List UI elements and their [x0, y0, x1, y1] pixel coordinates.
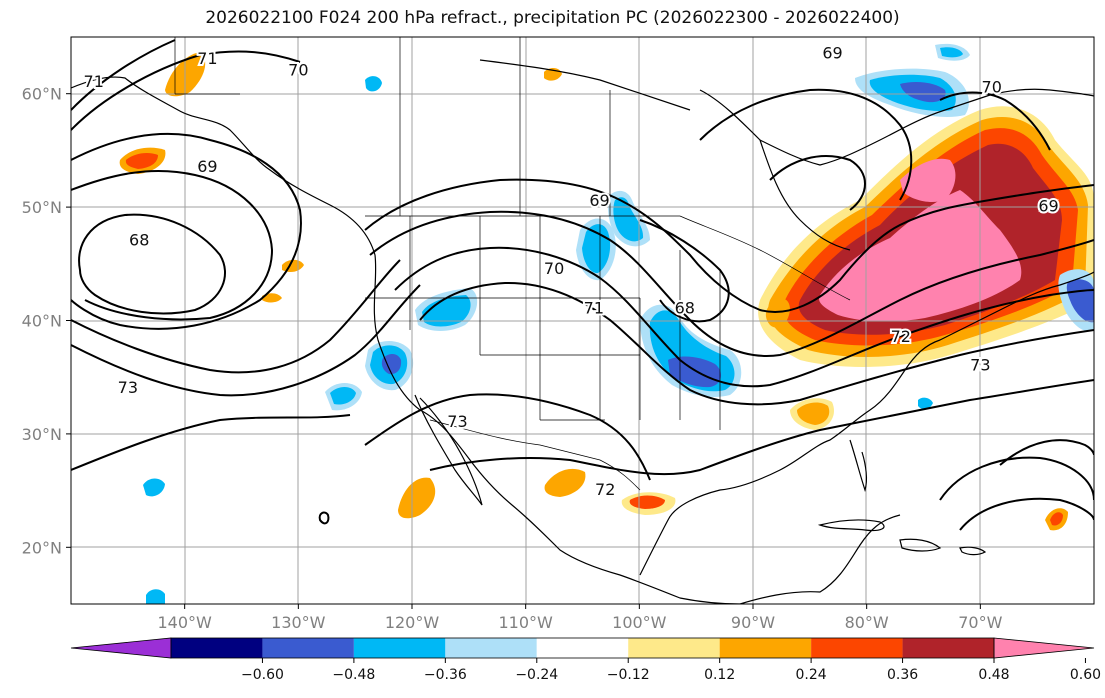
contour-label: 70 — [544, 259, 564, 278]
lon-tick-label: 140°W — [157, 613, 212, 632]
contour-label: 72 — [595, 480, 615, 499]
lat-tick-label: 40°N — [22, 312, 62, 331]
precip-positive-region — [900, 158, 956, 203]
precip-negative-region — [146, 589, 165, 604]
colorbar-tick-label: 0.36 — [887, 667, 918, 683]
lat-tick-label: 60°N — [22, 85, 62, 104]
colorbar-tick-label: −0.12 — [607, 667, 650, 683]
lon-tick-label: 130°W — [271, 613, 326, 632]
colorbar-segment — [536, 638, 629, 658]
colorbar-tick-label: −0.60 — [241, 667, 284, 683]
colorbar-segment — [445, 638, 537, 658]
precip-positive-region — [1050, 512, 1063, 526]
lon-tick-label: 100°W — [612, 613, 667, 632]
contour-label: 71 — [197, 49, 217, 68]
colorbar-tick-label: 0.12 — [704, 667, 735, 683]
colorbar-tick-label: 0.24 — [796, 667, 827, 683]
lon-tick-label: 90°W — [731, 613, 775, 632]
latitude-axis: 60°N 50°N 40°N 30°N 20°N — [22, 85, 71, 557]
precip-negative-region — [613, 197, 644, 242]
contour-labels: 71 71 70 69 68 73 69 70 71 68 73 72 72 73 69 70 69 — [82, 42, 1061, 502]
precip-positive-region — [262, 293, 282, 303]
precip-positive-region — [629, 495, 665, 509]
contour-label: 70 — [982, 78, 1002, 97]
contour-label: 69 — [822, 44, 842, 63]
precip-shading — [119, 43, 1094, 604]
precip-negative-region — [900, 82, 946, 103]
colorbar-segment — [719, 638, 812, 658]
lat-tick-label: 30°N — [22, 425, 62, 444]
contour-label: 68 — [675, 299, 695, 318]
contour-label: 71 — [584, 299, 604, 318]
contour-label: 69 — [589, 191, 609, 210]
refractivity-contours — [71, 39, 1094, 531]
precip-negative-region — [330, 387, 356, 405]
lon-tick-label: 110°W — [498, 613, 553, 632]
colorbar-overflow-arrow — [993, 637, 1095, 659]
colorbar: −0.60 −0.48 −0.36 −0.24 −0.12 0.12 0.24 0.36 0.4… — [70, 637, 1101, 683]
colorbar-segment — [902, 638, 994, 658]
lon-tick-label: 120°W — [385, 613, 440, 632]
graticule — [71, 37, 1094, 604]
colorbar-segment — [353, 638, 446, 658]
colorbar-tick-label: 0.48 — [978, 667, 1009, 683]
precip-negative-region — [940, 47, 963, 58]
precip-negative-region — [668, 356, 722, 388]
lat-tick-label: 20°N — [22, 538, 62, 557]
colorbar-tick-label: 0.60 — [1070, 667, 1101, 683]
precip-negative-region — [365, 76, 382, 92]
precip-positive-region — [797, 402, 830, 425]
map-title: 2026022100 F024 200 hPa refract., precip… — [205, 8, 900, 28]
colorbar-outline — [170, 637, 995, 659]
contour-label: 69 — [1038, 197, 1058, 216]
colorbar-segment — [628, 638, 720, 658]
colorbar-tick-label: −0.48 — [332, 667, 375, 683]
contour-label: 73 — [118, 378, 138, 397]
contour-label: 73 — [970, 355, 990, 374]
precip-negative-region — [422, 295, 471, 327]
precip-positive-region — [818, 190, 1022, 322]
colorbar-underflow-arrow — [70, 637, 172, 659]
longitude-axis: 140°W 130°W 120°W 110°W 100°W 90°W 80°W 70°W — [157, 604, 1003, 632]
lon-tick-label: 70°W — [958, 613, 1002, 632]
precip-positive-region — [544, 468, 586, 497]
lat-tick-label: 50°N — [22, 198, 62, 217]
precip-negative-region — [143, 478, 165, 497]
precip-positive-region — [765, 298, 790, 328]
contour-label: 68 — [129, 231, 149, 250]
contour-label: 72 — [891, 327, 911, 346]
precip-positive-region — [125, 152, 158, 169]
contour-label: 69 — [197, 157, 217, 176]
political-borders — [174, 37, 851, 491]
colorbar-tick-label: −0.36 — [424, 667, 467, 683]
precip-negative-region — [918, 397, 933, 410]
colorbar-segment — [811, 638, 903, 658]
precip-negative-region — [381, 354, 402, 375]
contour-label: 71 — [84, 72, 104, 91]
contour-label: 70 — [288, 61, 308, 80]
colorbar-segment — [262, 638, 354, 658]
precip-positive-region — [398, 477, 436, 519]
lon-tick-label: 80°W — [845, 613, 889, 632]
colorbar-tick-label: −0.24 — [515, 667, 558, 683]
contour-label: 73 — [447, 412, 467, 431]
colorbar-segment — [171, 638, 263, 658]
